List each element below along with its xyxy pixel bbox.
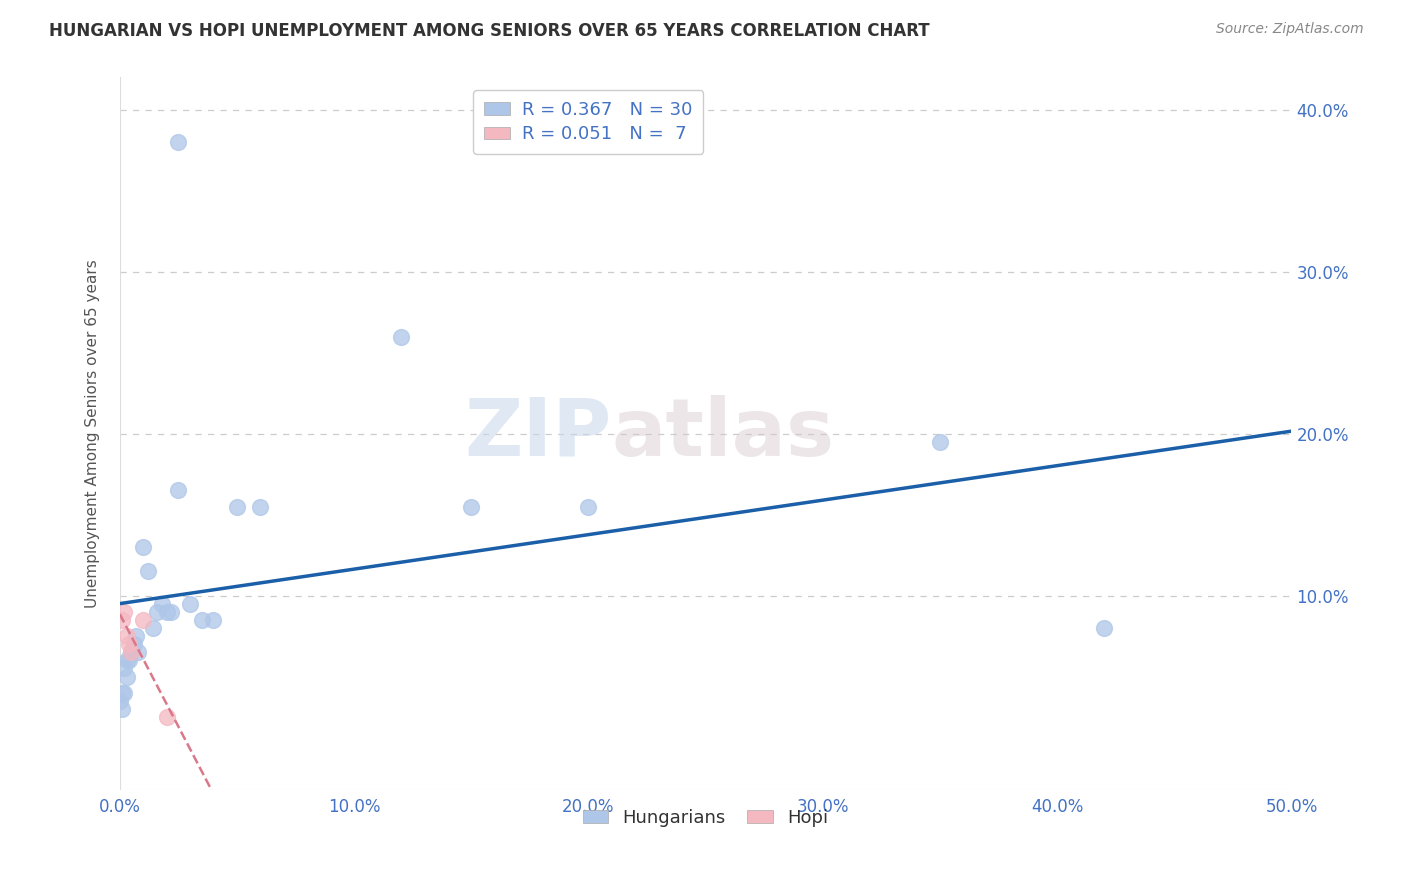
Text: ZIP: ZIP <box>464 394 612 473</box>
Text: HUNGARIAN VS HOPI UNEMPLOYMENT AMONG SENIORS OVER 65 YEARS CORRELATION CHART: HUNGARIAN VS HOPI UNEMPLOYMENT AMONG SEN… <box>49 22 929 40</box>
Point <box>156 605 179 619</box>
Point <box>128 645 150 659</box>
Y-axis label: Unemployment Among Seniors over 65 years: Unemployment Among Seniors over 65 years <box>86 260 100 608</box>
Point <box>460 500 482 514</box>
Point <box>108 694 131 708</box>
Point <box>226 500 249 514</box>
Point <box>125 629 148 643</box>
Point <box>111 613 134 627</box>
Legend: Hungarians, Hopi: Hungarians, Hopi <box>575 802 835 834</box>
Point <box>115 629 138 643</box>
Text: Source: ZipAtlas.com: Source: ZipAtlas.com <box>1216 22 1364 37</box>
Point <box>179 597 201 611</box>
Text: atlas: atlas <box>612 394 835 473</box>
Point <box>142 621 165 635</box>
Point <box>167 135 190 149</box>
Point <box>111 686 134 700</box>
Point <box>389 329 412 343</box>
Point <box>146 605 169 619</box>
Point <box>156 710 179 724</box>
Point <box>114 661 136 675</box>
Point <box>114 686 136 700</box>
Point <box>202 613 225 627</box>
Point <box>191 613 214 627</box>
Point <box>167 483 190 498</box>
Point <box>118 653 141 667</box>
Point <box>115 669 138 683</box>
Point <box>160 605 183 619</box>
Point <box>136 564 159 578</box>
Point <box>121 645 143 659</box>
Point <box>150 597 173 611</box>
Point <box>115 653 138 667</box>
Point <box>118 637 141 651</box>
Point <box>111 702 134 716</box>
Point <box>1092 621 1115 635</box>
Point <box>132 613 155 627</box>
Point <box>929 434 952 449</box>
Point <box>249 500 271 514</box>
Point <box>132 540 155 554</box>
Point <box>121 645 143 659</box>
Point <box>114 605 136 619</box>
Point <box>578 500 600 514</box>
Point <box>122 637 145 651</box>
